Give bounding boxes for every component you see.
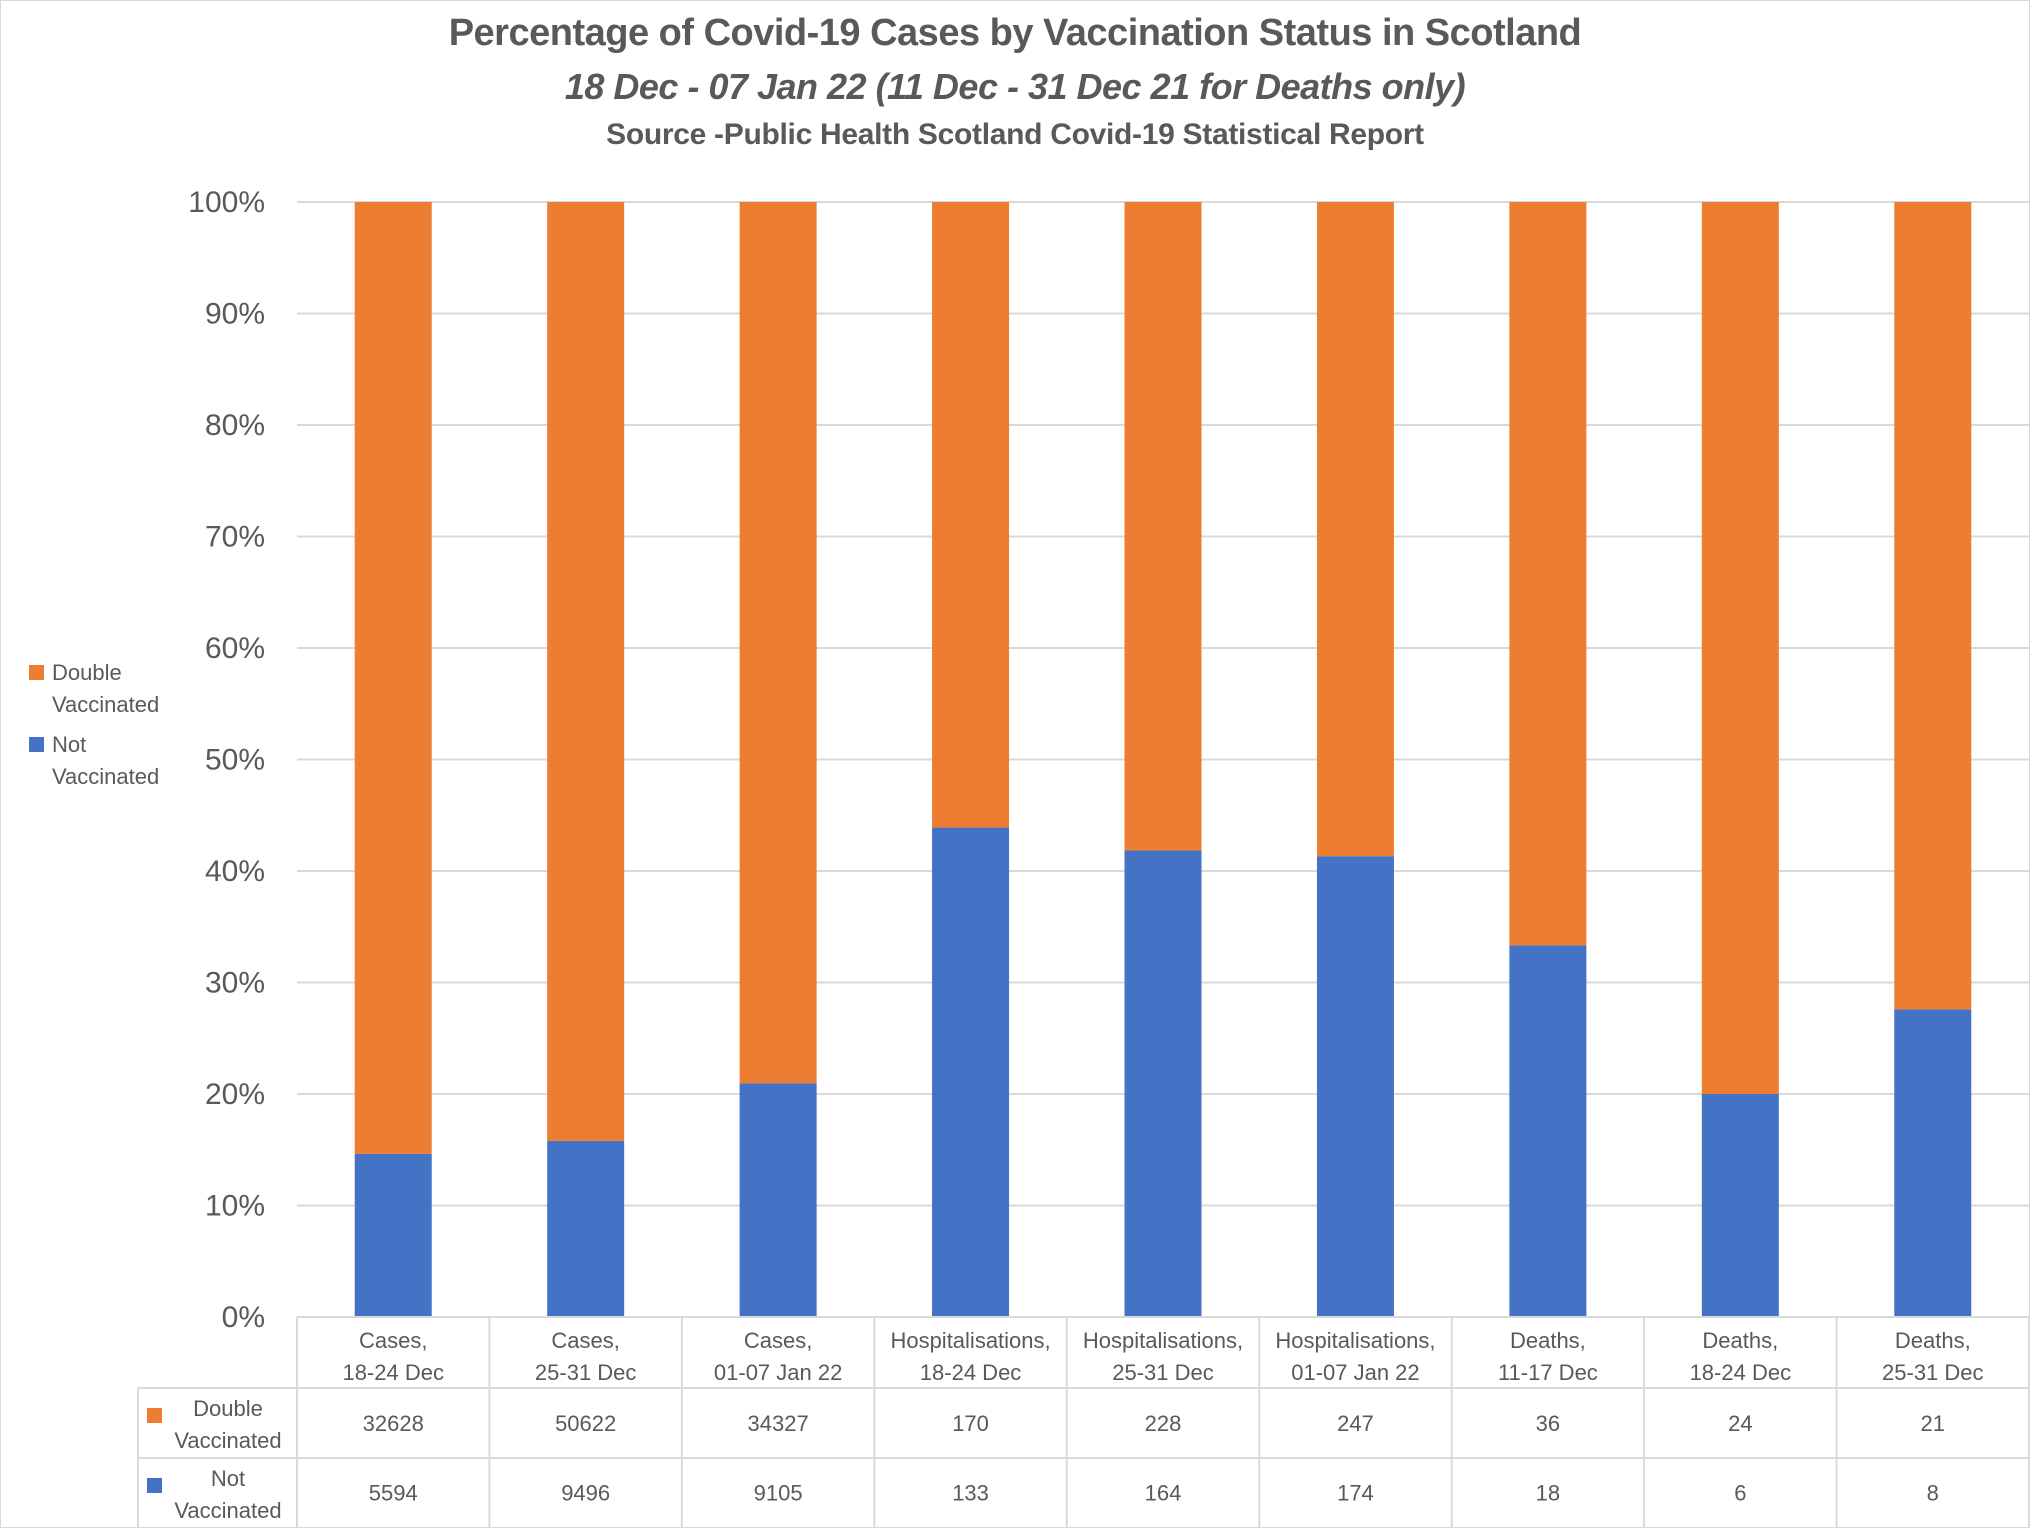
column-header: 25-31 Dec [1112,1360,1214,1385]
column-header: Hospitalisations, [1275,1328,1435,1353]
table-cell: 9496 [561,1481,610,1506]
bars [354,202,1972,1317]
bar-not-vaccinated [354,1153,432,1317]
table-cell: 6 [1734,1481,1746,1506]
bar-double-vaccinated [1509,202,1587,946]
y-tick-label: 10% [205,1190,265,1223]
column-header: 01-07 Jan 22 [714,1360,842,1385]
legend-label: Not [52,732,86,757]
table-cell: 32628 [363,1411,424,1436]
legend-swatch [29,737,44,752]
column-header: Deaths, [1895,1328,1971,1353]
column-header: Deaths, [1702,1328,1778,1353]
bar-not-vaccinated [1701,1094,1779,1317]
legend-label: Vaccinated [52,692,159,717]
chart-title: Percentage of Covid-19 Cases by Vaccinat… [448,12,1582,54]
bar-not-vaccinated [932,827,1010,1317]
table-cell: 5594 [369,1481,418,1506]
table-cell: 50622 [555,1411,616,1436]
legend-label: Double [52,660,122,685]
column-header: 18-24 Dec [342,1360,444,1385]
bar-not-vaccinated [1894,1009,1972,1317]
table-cell: 174 [1337,1481,1374,1506]
chart-source: Source -Public Health Scotland Covid-19 … [606,118,1424,151]
table-cell: 36 [1536,1411,1560,1436]
row-label: Vaccinated [174,1498,281,1523]
table-cell: 170 [952,1411,989,1436]
y-tick-label: 80% [205,409,265,442]
chart-subtitle: 18 Dec - 07 Jan 22 (11 Dec - 31 Dec 21 f… [564,66,1466,107]
table-cell: 24 [1728,1411,1752,1436]
bar-double-vaccinated [1701,202,1779,1094]
bar-not-vaccinated [1124,850,1202,1317]
column-header: 25-31 Dec [535,1360,637,1385]
table-cell: 9105 [754,1481,803,1506]
data-table: Cases, 18-24 Dec Cases, 25-31 Dec Cases, 01-0… [137,1316,2030,1527]
bar-double-vaccinated [1894,202,1972,1010]
column-header: 18-24 Dec [920,1360,1022,1385]
y-tick-label: 90% [205,298,265,331]
y-tick-label: 40% [205,855,265,888]
y-tick-label: 20% [205,1078,265,1111]
column-header: Cases, [744,1328,812,1353]
table-cell: 18 [1536,1481,1560,1506]
bar-not-vaccinated [1316,856,1394,1317]
table-cell: 164 [1145,1481,1182,1506]
legend: Double Vaccinated Not Vaccinated [29,660,159,789]
column-header: Hospitalisations, [890,1328,1050,1353]
column-header: 25-31 Dec [1882,1360,1984,1385]
bar-not-vaccinated [547,1140,625,1317]
row-label: Double [193,1396,263,1421]
column-header: 18-24 Dec [1690,1360,1792,1385]
table-cell: 133 [952,1481,989,1506]
y-axis: 0% 10% 20% 30% 40% 50% 60% 70% 80% 90% 100% [188,186,265,1334]
bar-double-vaccinated [354,202,432,1154]
column-header: Deaths, [1510,1328,1586,1353]
table-cell: 228 [1145,1411,1182,1436]
table-cell: 34327 [748,1411,809,1436]
row-label: Not [211,1466,245,1491]
column-header: Cases, [359,1328,427,1353]
bar-not-vaccinated [1509,945,1587,1317]
y-tick-label: 70% [205,521,265,554]
y-tick-label: 30% [205,967,265,1000]
y-tick-label: 60% [205,632,265,665]
column-header: 11-17 Dec [1498,1360,1598,1385]
column-header: 01-07 Jan 22 [1291,1360,1419,1385]
bar-double-vaccinated [547,202,625,1141]
table-cell: 21 [1921,1411,1945,1436]
row-label: Vaccinated [174,1428,281,1453]
legend-label: Vaccinated [52,764,159,789]
bar-not-vaccinated [739,1083,817,1317]
y-tick-label: 100% [188,186,265,219]
table-cell: 247 [1337,1411,1374,1436]
bar-double-vaccinated [739,202,817,1084]
bar-double-vaccinated [932,202,1010,828]
row-legend-swatch [147,1408,162,1423]
bar-double-vaccinated [1316,202,1394,857]
y-tick-label: 50% [205,744,265,777]
table-cell: 8 [1927,1481,1939,1506]
row-legend-swatch [147,1478,162,1493]
column-header: Cases, [551,1328,619,1353]
y-tick-label: 0% [222,1301,265,1334]
bar-double-vaccinated [1124,202,1202,851]
legend-swatch [29,665,44,680]
column-header: Hospitalisations, [1083,1328,1243,1353]
